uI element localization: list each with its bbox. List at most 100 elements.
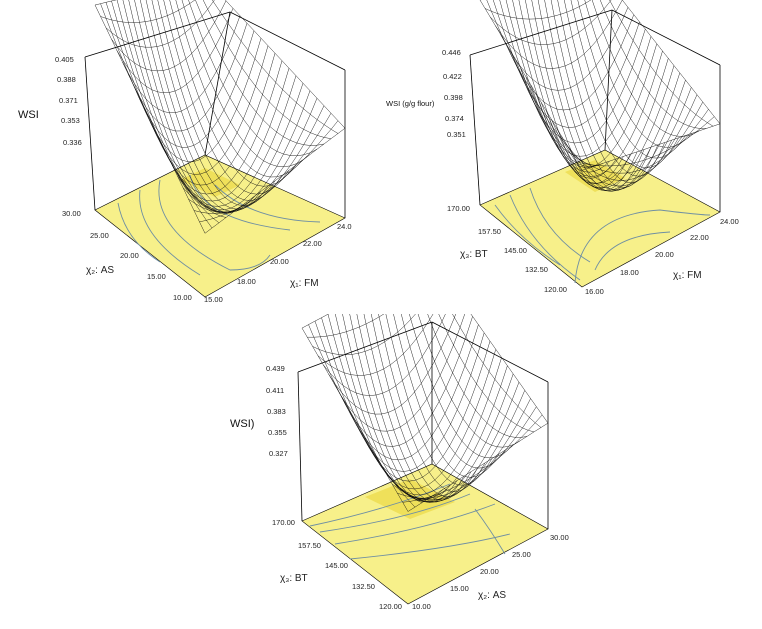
z-tick: 0.327: [269, 449, 288, 458]
z-ticks: 0.405 0.388 0.371 0.353 0.336: [55, 55, 82, 147]
x-ticks: 16.00 18.00 20.00 22.00 24.00: [585, 217, 739, 296]
mesh-line: [301, 314, 329, 329]
z-axis-label: WSI (g/g flour): [386, 99, 435, 108]
mesh-line: [212, 0, 339, 134]
mesh-line: [427, 314, 528, 438]
mesh-line: [409, 314, 514, 459]
y-tick: 15.00: [147, 272, 166, 281]
mesh-line: [312, 314, 416, 356]
z-axis-label: WSI): [230, 418, 254, 430]
y-ticks: 170.00 157.50 145.00 132.50 120.00: [447, 204, 567, 294]
y-tick: 170.00: [272, 518, 295, 527]
z-tick: 0.355: [268, 428, 287, 437]
mesh-line: [144, 45, 269, 175]
y-tick: 25.00: [90, 231, 109, 240]
mesh-line: [195, 0, 325, 146]
mesh-line: [169, 0, 297, 187]
y-tick: 20.00: [120, 251, 139, 260]
surface-plot-wsi-fm-bt: WSI (g/g flour) 0.446 0.422 0.398 0.374 …: [386, 0, 739, 296]
mesh-line: [485, 0, 592, 20]
y-tick: 120.00: [379, 602, 402, 611]
mesh-line: [321, 317, 430, 499]
x-tick: 30.00: [550, 533, 569, 542]
bounding-frame: [297, 321, 549, 529]
mesh-line: [490, 0, 612, 45]
mesh-line: [349, 332, 485, 472]
z-tick: 0.371: [59, 96, 78, 105]
mesh-line: [550, 0, 659, 188]
response-surface-mesh: [301, 314, 549, 512]
mesh-line: [407, 422, 549, 512]
contour-lines: [494, 187, 711, 284]
mesh-line: [116, 8, 234, 94]
x-tick: 18.00: [620, 268, 639, 277]
mesh-line: [323, 314, 446, 396]
y-tick: 145.00: [504, 246, 527, 255]
x-tick: 24.00: [720, 217, 739, 226]
mesh-line: [584, 0, 693, 148]
mesh-line: [510, 21, 640, 128]
mesh-line: [163, 0, 290, 195]
z-tick: 0.411: [266, 386, 284, 395]
z-tick: 0.446: [442, 48, 461, 57]
mesh-line: [570, 0, 679, 169]
y-tick: 30.00: [62, 209, 81, 218]
mesh-line: [338, 316, 473, 447]
bounding-frame: [84, 11, 346, 218]
y-tick: 145.00: [325, 561, 348, 570]
y-tick: 170.00: [447, 204, 470, 213]
x-tick: 20.00: [270, 257, 289, 266]
z-tick: 0.398: [444, 93, 463, 102]
mesh-line: [499, 0, 603, 167]
y-ticks: 170.00 157.50 145.00 132.50 120.00: [272, 518, 402, 611]
z-tick: 0.374: [445, 114, 464, 123]
y-tick: 157.50: [478, 227, 501, 236]
x-ticks: 15.00 18.00 20.00 22.00 24.0: [204, 222, 352, 304]
mesh-line: [138, 38, 262, 162]
response-surface-mesh: [479, 0, 721, 192]
x-tick: 24.0: [337, 222, 352, 231]
floor-plane: [301, 463, 549, 605]
mesh-line: [385, 314, 493, 486]
y-axis-label: χ₃: BT: [460, 249, 488, 260]
x-tick: 22.00: [303, 239, 322, 248]
mesh-line: [452, 314, 542, 428]
x-axis-label: χ₁: FM: [673, 270, 702, 281]
mesh-line: [317, 314, 434, 376]
mesh-line: [354, 341, 491, 482]
mesh-line: [157, 0, 283, 201]
mesh-line: [378, 314, 486, 492]
surface-plot-wsi-fm-as: WSI 0.405 0.388 0.371 0.353 0.336 30.00 …: [18, 0, 352, 304]
x-tick: 20.00: [655, 250, 674, 259]
y-tick: 10.00: [173, 293, 192, 302]
mesh-line: [181, 0, 311, 168]
y-axis-label: χ₃: BT: [280, 573, 308, 584]
y-axis-label: χ₂: AS: [86, 265, 114, 276]
z-tick: 0.405: [55, 55, 74, 64]
mesh-line: [202, 0, 332, 139]
mesh-line: [515, 29, 646, 144]
z-ticks: 0.446 0.422 0.398 0.374 0.351: [442, 48, 466, 139]
z-tick: 0.383: [267, 407, 286, 416]
y-tick: 132.50: [525, 265, 548, 274]
y-tick: 157.50: [298, 541, 321, 550]
mesh-line: [328, 314, 456, 415]
contour-lines: [117, 174, 321, 276]
x-ticks: 10.00 15.00 20.00 25.00 30.00: [412, 533, 569, 611]
mesh-line: [122, 15, 241, 114]
z-tick: 0.422: [443, 72, 462, 81]
z-tick: 0.388: [57, 75, 76, 84]
x-tick: 15.00: [204, 295, 223, 304]
x-tick: 15.00: [450, 584, 469, 593]
mesh-line: [333, 314, 466, 432]
mesh-line: [188, 0, 318, 157]
x-tick: 22.00: [690, 233, 709, 242]
surface-plot-wsi-as-bt: WSI) 0.439 0.411 0.383 0.355 0.327 170.0…: [230, 314, 569, 611]
mesh-line: [417, 314, 521, 448]
mesh-line: [525, 43, 658, 168]
mesh-line: [591, 0, 700, 137]
mesh-line: [470, 314, 549, 424]
x-tick: 16.00: [585, 287, 604, 296]
floor-highlight: [180, 168, 240, 197]
x-tick: 20.00: [480, 567, 499, 576]
